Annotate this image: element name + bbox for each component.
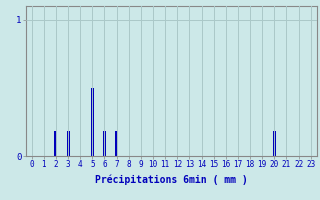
Bar (54, 131, 58, 156)
Bar (91, 88, 94, 156)
Bar (67, 131, 69, 156)
Bar (103, 131, 106, 156)
Bar (115, 131, 118, 156)
X-axis label: Précipitations 6min ( mm ): Précipitations 6min ( mm ) (95, 175, 248, 185)
Bar (273, 131, 276, 156)
